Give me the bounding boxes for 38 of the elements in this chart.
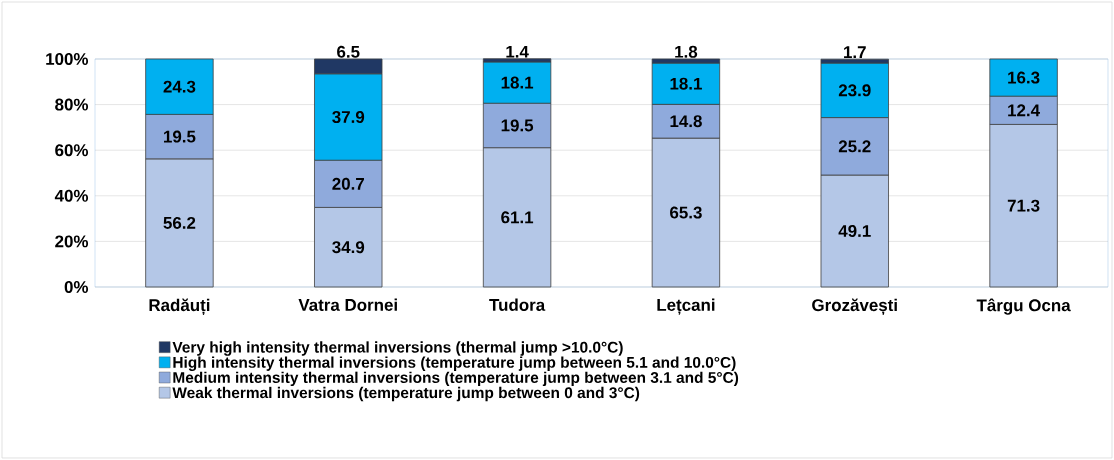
x-tick-label: Vatra Dornei (298, 298, 397, 311)
data-label: 61.1 (501, 211, 534, 224)
data-label: 1.4 (506, 45, 529, 58)
data-label: 65.3 (670, 206, 702, 219)
data-label: 1.7 (844, 46, 866, 59)
data-label: 18.1 (501, 76, 534, 89)
data-label: 14.8 (670, 115, 702, 128)
data-label: 49.1 (838, 225, 871, 238)
y-tick-label: 80% (55, 98, 89, 111)
x-tick-label: Tudora (489, 298, 546, 311)
x-tick-label: Radăuți (149, 298, 210, 315)
data-label: 23.9 (838, 84, 871, 97)
y-tick-label: 60% (55, 144, 89, 157)
x-tick-label: Lețcani (657, 298, 715, 315)
data-label: 56.2 (163, 216, 196, 229)
data-label: 37.9 (332, 111, 365, 124)
data-label: 25.2 (838, 140, 871, 153)
data-label: 12.4 (1008, 104, 1040, 117)
data-label: 24.3 (163, 80, 196, 93)
y-tick-label: 100% (46, 52, 89, 65)
data-label: 20.7 (332, 177, 364, 190)
data-label: 19.5 (501, 119, 534, 132)
data-label: 16.3 (1008, 71, 1040, 84)
y-tick-label: 0% (64, 280, 89, 293)
data-label: 71.3 (1007, 199, 1040, 212)
data-label: 19.5 (164, 130, 196, 143)
legend-label: Weak thermal inversions (temperature jump between 0 and 3°C) (172, 386, 640, 402)
x-tick-label: Grozăvești (812, 298, 897, 315)
data-label: 34.9 (332, 241, 365, 254)
data-label: 6.5 (337, 45, 360, 58)
data-label: 18.1 (670, 77, 702, 90)
legend-label: Medium intensity thermal inversions (temperature jump between 3.1 and 5°C) (173, 371, 739, 387)
legend-label: Very high intensity thermal inversions (thermal jump >10.0°C) (172, 341, 623, 356)
x-tick-label: Târgu Ocna (976, 298, 1071, 315)
y-tick-label: 20% (55, 235, 89, 248)
data-label: 1.8 (675, 45, 698, 58)
legend-label: High intensity thermal inversions (temperature jump between 5.1 and 10.0°C) (173, 356, 736, 371)
y-tick-label: 40% (54, 189, 89, 202)
